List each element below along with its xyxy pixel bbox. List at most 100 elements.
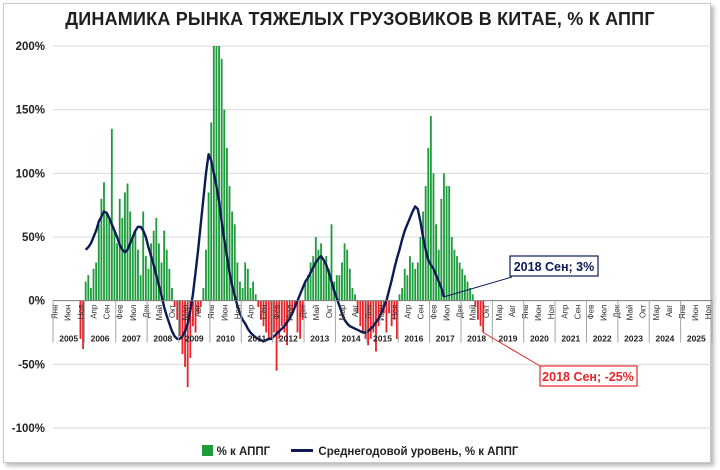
line-callout-leader	[443, 276, 513, 298]
bar	[265, 300, 268, 333]
bar	[87, 275, 90, 301]
bar-callout-label: 2018 Сен; -25%	[542, 370, 634, 384]
bar	[118, 198, 121, 301]
bar	[338, 275, 341, 301]
y-tick-label: 100%	[16, 168, 45, 180]
bar	[223, 109, 226, 301]
bar	[325, 256, 328, 301]
month-tick-label: Янв	[207, 305, 216, 319]
bar	[335, 275, 338, 301]
month-tick-label: Июн	[691, 305, 700, 321]
bar	[178, 300, 181, 337]
bar	[367, 300, 370, 346]
month-tick-label: Авг	[508, 305, 517, 318]
bar	[110, 128, 113, 301]
bar	[150, 243, 152, 301]
bar	[393, 300, 396, 320]
year-label: 2007	[122, 334, 141, 344]
bar	[456, 256, 458, 301]
bar	[249, 287, 252, 301]
bar	[398, 294, 401, 301]
month-tick-label: Фев	[429, 305, 438, 320]
y-tick-label: 200%	[16, 41, 45, 53]
series-line	[84, 153, 446, 343]
bar	[395, 300, 398, 339]
bar	[477, 300, 479, 320]
month-tick-label: Сен	[103, 305, 112, 320]
year-label: 2025	[687, 334, 706, 344]
month-tick-label: Фев	[273, 305, 282, 320]
bar	[369, 300, 372, 339]
month-tick-label: Май	[155, 305, 164, 321]
y-tick-label: -50%	[18, 359, 45, 371]
bar	[450, 237, 453, 301]
month-tick-label: Апр	[90, 304, 99, 319]
year-label: 2013	[310, 334, 329, 344]
bar	[189, 300, 192, 358]
bar	[246, 268, 249, 301]
month-tick-label: Июл	[286, 304, 295, 321]
bar	[341, 262, 343, 301]
bar	[84, 281, 87, 301]
bar	[299, 300, 302, 339]
year-label: 2018	[467, 334, 486, 344]
bar	[445, 186, 448, 301]
legend-line-label: Среднегодовой уровень, % к АППГ	[318, 445, 519, 458]
year-label: 2020	[530, 334, 549, 344]
bar	[359, 300, 362, 327]
legend-bar-swatch	[201, 445, 213, 456]
bar	[252, 281, 254, 301]
bar	[437, 249, 440, 301]
y-tick-label: 150%	[16, 105, 45, 117]
bar	[429, 116, 432, 301]
bar	[173, 300, 176, 308]
month-tick-label: Дек	[142, 304, 151, 318]
bar	[210, 122, 213, 301]
bar	[92, 268, 95, 301]
bar	[377, 300, 380, 327]
month-tick-label: Июл	[443, 304, 452, 321]
bar	[158, 243, 160, 301]
bar	[165, 249, 168, 301]
bar	[280, 300, 283, 327]
month-tick-label: Мар	[495, 304, 504, 320]
bar	[482, 300, 485, 333]
month-tick-label: Фев	[116, 305, 125, 320]
bar	[108, 217, 111, 301]
bar	[409, 256, 411, 301]
month-tick-label: Дек	[456, 304, 465, 318]
bar	[267, 300, 270, 339]
bar	[262, 300, 265, 327]
bar	[424, 186, 427, 301]
bar	[474, 300, 477, 308]
bar	[427, 147, 430, 301]
month-tick-label: Июл	[599, 304, 608, 321]
year-label: 2024	[655, 334, 674, 344]
month-tick-label: Ноя	[233, 305, 242, 320]
bar	[388, 300, 390, 314]
bar	[257, 300, 260, 308]
bar	[197, 300, 200, 314]
bar	[411, 262, 414, 301]
bar	[244, 262, 247, 301]
bar	[142, 211, 145, 301]
bar	[414, 268, 417, 301]
bar	[304, 281, 307, 301]
month-tick-label: Дек	[299, 304, 308, 318]
month-tick-label: Ноя	[547, 305, 556, 320]
bar	[220, 58, 223, 301]
year-label: 2017	[436, 334, 455, 344]
bar	[155, 217, 158, 301]
month-tick-label: Июн	[63, 305, 72, 321]
month-tick-label: Ноя	[390, 305, 399, 320]
legend: % к АППГ Среднегодовой уровень, % к АППГ	[0, 445, 720, 458]
bar	[354, 294, 356, 301]
bar	[364, 300, 367, 339]
bar	[176, 300, 179, 320]
bar	[375, 300, 377, 352]
bar	[435, 224, 438, 301]
bar	[283, 300, 286, 333]
bar	[181, 300, 184, 355]
y-tick-label: 50%	[22, 232, 45, 244]
month-tick-label: Ноя	[76, 305, 85, 320]
